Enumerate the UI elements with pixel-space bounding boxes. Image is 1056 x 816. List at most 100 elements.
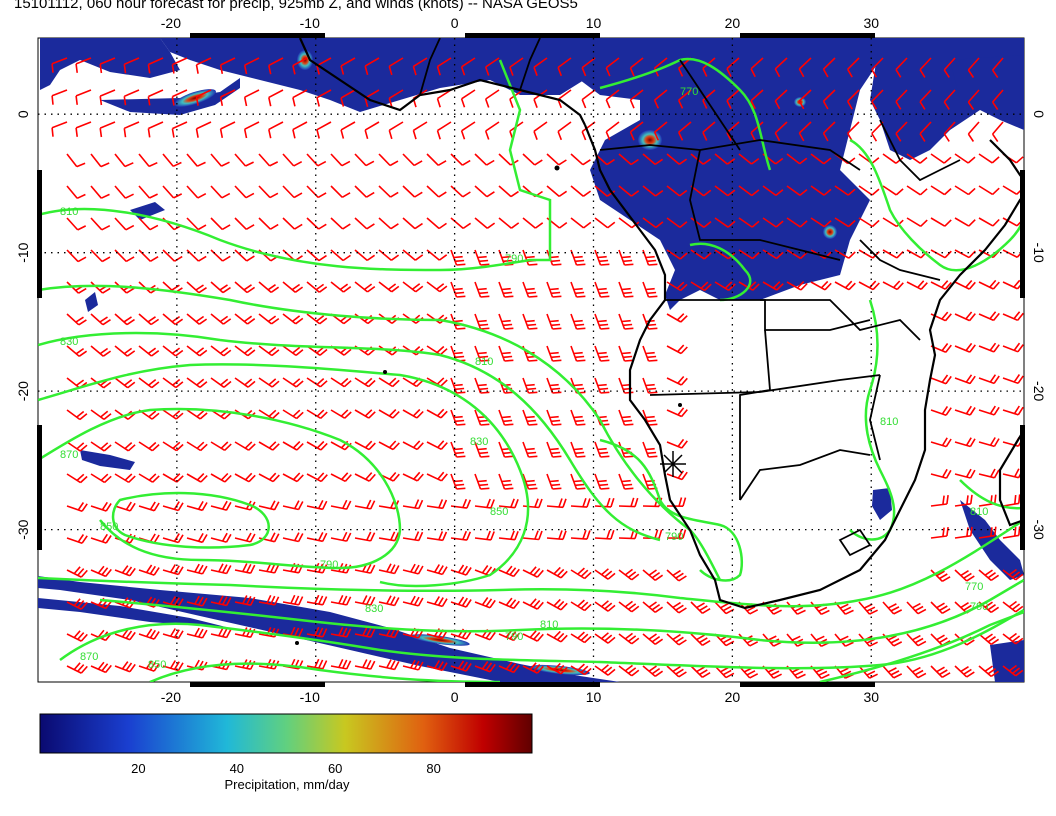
- wind-barb: [378, 249, 400, 261]
- wind-barb: [258, 441, 280, 451]
- wind-barb: [243, 121, 260, 139]
- wind-barb: [162, 377, 184, 389]
- border-west-3: [679, 59, 741, 151]
- wind-barb: [51, 121, 68, 137]
- wind-barb: [354, 627, 376, 638]
- wind-barb: [402, 499, 424, 510]
- wind-barb: [258, 472, 280, 483]
- wind-barb: [702, 57, 716, 77]
- wind-barb: [546, 409, 562, 426]
- wind-barb: [330, 249, 351, 262]
- wind-barb: [114, 153, 134, 168]
- wind-barb: [90, 185, 110, 199]
- wind-barb: [726, 89, 740, 109]
- wind-barb: [210, 281, 231, 294]
- wind-barb: [474, 153, 495, 166]
- wind-barb: [762, 601, 782, 615]
- wind-barb: [282, 532, 304, 543]
- border-congo: [599, 139, 861, 171]
- wind-barb: [340, 121, 356, 139]
- wind-barb: [1002, 632, 1024, 645]
- contour-label-9: 850: [490, 506, 508, 518]
- wind-barb: [930, 665, 951, 678]
- wind-barb: [474, 281, 490, 298]
- country-borders: [419, 38, 961, 557]
- wind-barb: [90, 501, 112, 512]
- wind-barb: [162, 564, 184, 576]
- wind-barb: [138, 473, 160, 483]
- wind-barb: [762, 217, 784, 228]
- wind-barb: [930, 601, 951, 614]
- wind-barb: [402, 471, 424, 482]
- wind-barb: [666, 375, 688, 386]
- contour-15: [599, 438, 744, 582]
- wind-barb: [594, 377, 610, 394]
- wind-barb: [330, 626, 352, 638]
- wind-barb: [498, 313, 514, 330]
- wind-barb: [282, 441, 304, 451]
- wind-barb: [954, 665, 975, 678]
- wind-barb: [474, 249, 490, 266]
- wind-barb: [123, 89, 140, 106]
- wind-barb: [882, 665, 903, 679]
- wind-barb: [436, 57, 452, 76]
- wind-barb: [522, 249, 538, 266]
- wind-barb: [847, 89, 860, 110]
- wind-barb: [474, 217, 496, 229]
- wind-barb: [954, 494, 973, 507]
- wind-barb: [123, 57, 140, 74]
- wind-barb: [810, 280, 832, 291]
- wind-barb: [474, 530, 495, 541]
- wind-barb: [954, 153, 976, 164]
- wind-barb: [882, 633, 903, 647]
- colorbar-label: Precipitation, mm/day: [225, 777, 350, 792]
- wind-barb: [402, 440, 424, 451]
- right-lat-tick-label: -10: [1031, 243, 1047, 263]
- wind-barb: [258, 313, 280, 325]
- wind-barb: [138, 660, 160, 672]
- wind-barb: [498, 345, 514, 362]
- wind-barb: [522, 409, 538, 426]
- wind-barb: [378, 531, 400, 542]
- wind-barb: [906, 601, 927, 615]
- wind-barb: [378, 281, 400, 293]
- wind-barb: [330, 377, 352, 388]
- wind-barb: [642, 281, 658, 298]
- wind-barb: [930, 405, 952, 416]
- contour-7: [38, 518, 1024, 608]
- wind-barb: [774, 89, 788, 110]
- contour-12: [849, 138, 1024, 272]
- wind-barb: [978, 526, 997, 539]
- precip-area-sw-band-1: [38, 576, 620, 682]
- wind-barb: [378, 563, 400, 575]
- wind-barb: [354, 409, 376, 419]
- wind-barb: [450, 249, 466, 266]
- wind-barb: [162, 596, 184, 608]
- wind-barb: [234, 377, 256, 388]
- wind-barb: [882, 249, 904, 259]
- contour-label-3: 830: [60, 336, 78, 348]
- precip-area-cape-verde: [100, 78, 240, 115]
- contour-13: [689, 242, 752, 302]
- wind-barb: [690, 249, 712, 260]
- wind-barb: [522, 313, 538, 330]
- wind-barb: [162, 501, 184, 512]
- wind-barb: [90, 565, 112, 578]
- wind-barb: [954, 526, 973, 539]
- wind-barb: [354, 249, 376, 262]
- wind-barb: [234, 595, 256, 606]
- wind-barb: [90, 533, 112, 544]
- colorbar-tick-label: 20: [131, 761, 145, 776]
- wind-barb: [66, 534, 88, 544]
- wind-barb: [114, 185, 134, 199]
- wind-barb: [762, 249, 784, 260]
- wind-barb: [234, 563, 256, 574]
- wind-barb: [210, 595, 232, 607]
- precip-area-north: [160, 38, 600, 112]
- wind-barb: [786, 153, 808, 165]
- wind-barb: [1002, 494, 1021, 507]
- border-drc: [689, 149, 841, 261]
- wind-barb: [388, 89, 404, 108]
- wind-barb: [871, 57, 884, 78]
